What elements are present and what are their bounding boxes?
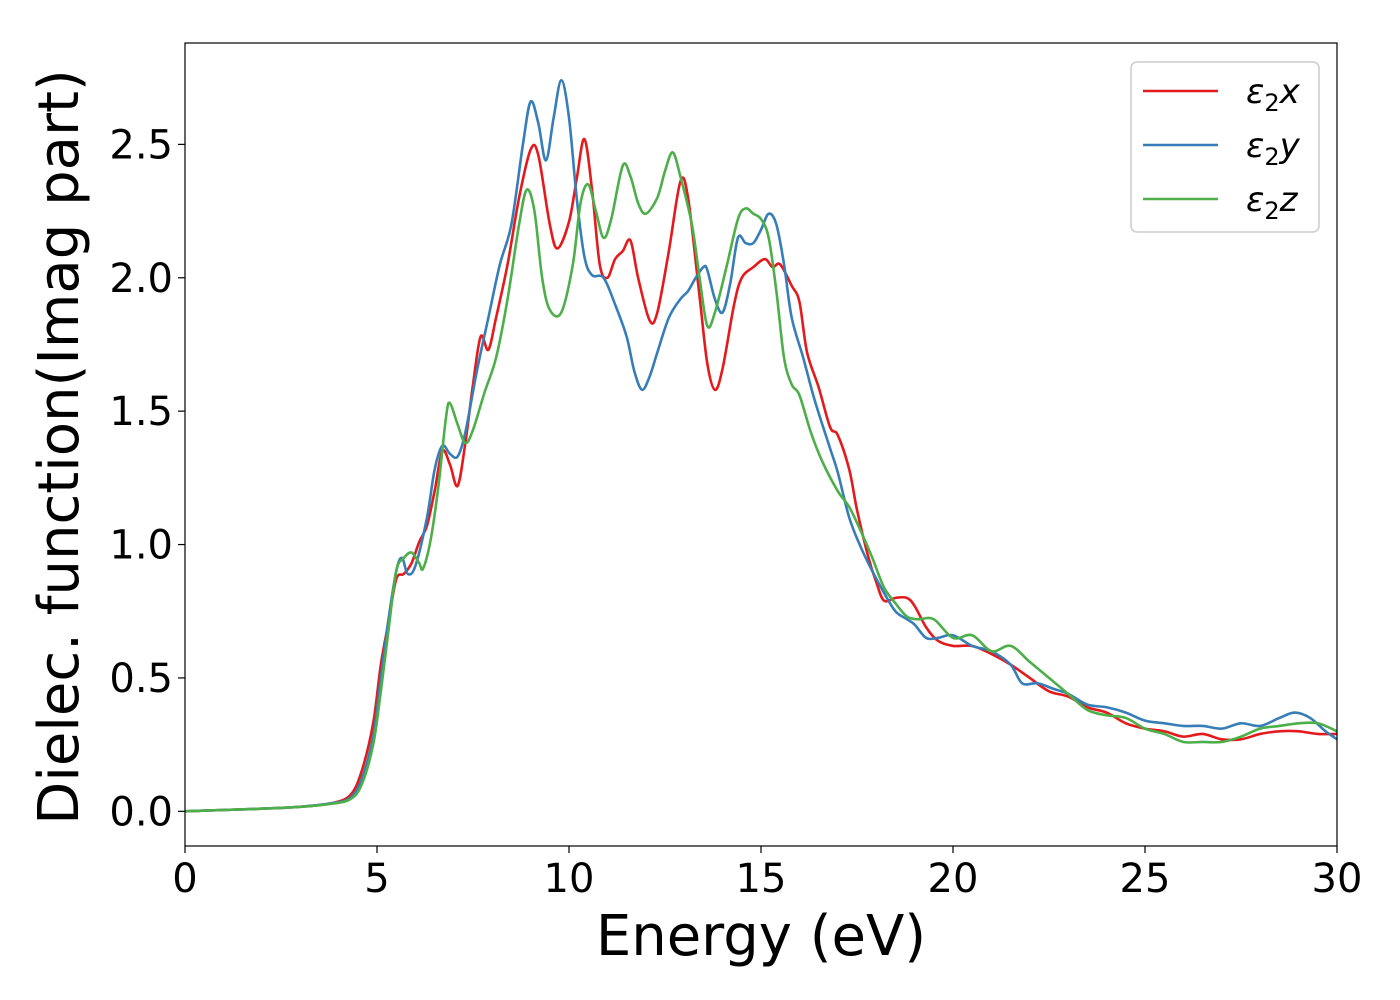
legend-label-subscript: 2 <box>1264 89 1279 117</box>
y-tick-label: 1.0 <box>109 523 173 569</box>
legend-label-subscript: 2 <box>1264 197 1279 225</box>
x-tick-label: 20 <box>928 856 979 902</box>
x-tick-label: 5 <box>364 856 389 902</box>
legend-box <box>1130 61 1320 233</box>
series-layer <box>185 79 1337 813</box>
legend-label-subscript: 2 <box>1264 143 1279 171</box>
legend-label-x: ε2x <box>1246 72 1301 117</box>
x-tick-label: 10 <box>544 856 595 902</box>
legend-label-var: z <box>1279 180 1299 220</box>
series-line-y <box>185 79 1337 813</box>
legend-label-base: ε <box>1246 72 1264 112</box>
x-axis: 0 5 10 15 20 25 30 <box>172 846 1362 902</box>
y-tick-label: 2.0 <box>109 256 173 302</box>
legend-label-base: ε <box>1246 126 1264 166</box>
legend-label-var: x <box>1279 72 1301 112</box>
legend-label-var: y <box>1279 126 1301 166</box>
y-axis: 0.0 0.5 1.0 1.5 2.0 2.5 <box>109 122 185 835</box>
y-axis-title: Dielec. function(Imag part) <box>27 69 92 825</box>
y-tick-label: 0.0 <box>109 789 173 835</box>
series-line-z <box>185 151 1337 813</box>
x-tick-label: 15 <box>736 856 787 902</box>
x-axis-title: Energy (eV) <box>596 904 926 969</box>
y-tick-label: 0.5 <box>109 656 173 702</box>
x-tick-label: 25 <box>1120 856 1171 902</box>
legend-label-y: ε2y <box>1246 126 1301 171</box>
y-tick-label: 1.5 <box>109 389 173 435</box>
x-tick-label: 0 <box>172 856 197 902</box>
series-line-x <box>185 137 1337 813</box>
legend-label-base: ε <box>1246 180 1264 220</box>
y-tick-label: 2.5 <box>109 122 173 168</box>
legend-label-z: ε2z <box>1246 180 1299 225</box>
x-tick-label: 30 <box>1312 856 1363 902</box>
